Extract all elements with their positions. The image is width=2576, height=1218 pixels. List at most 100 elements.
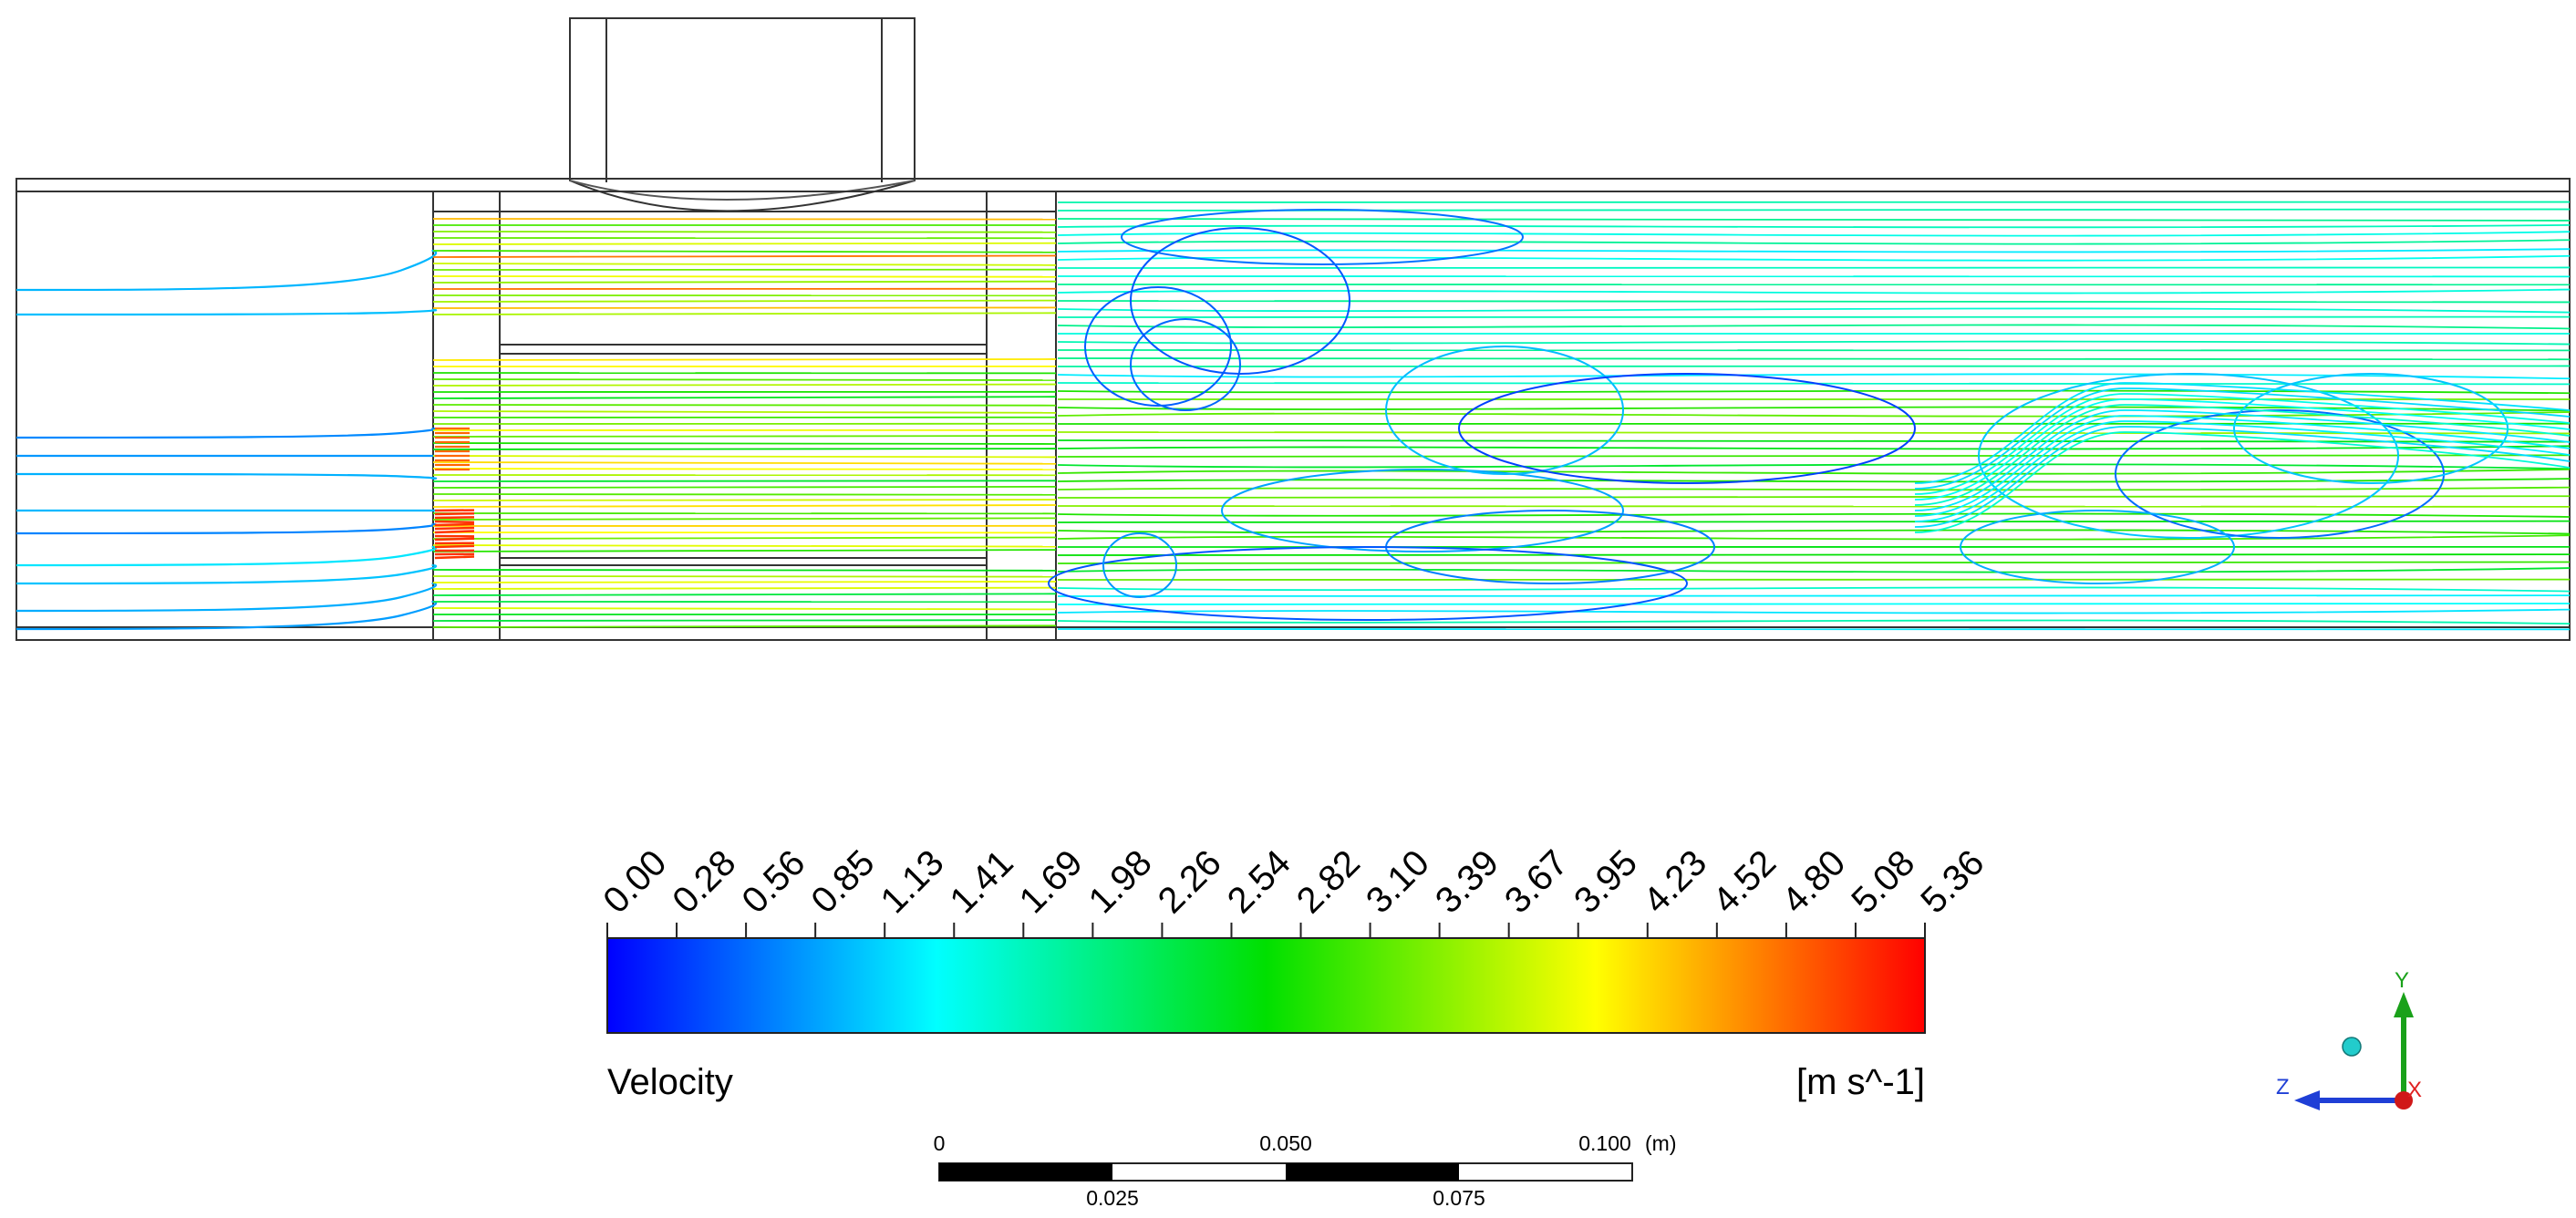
streamline xyxy=(1130,318,1242,411)
streamline xyxy=(1914,398,2571,501)
streamline xyxy=(16,563,438,585)
streamline xyxy=(1057,389,2571,395)
streamline xyxy=(1102,532,1178,598)
streamline xyxy=(1914,387,2571,490)
streamline xyxy=(1057,406,2571,412)
streamline xyxy=(432,455,1057,459)
streamline xyxy=(16,600,438,631)
streamline xyxy=(1057,307,2571,314)
scale-label-0100: 0.100 xyxy=(1578,1131,1631,1155)
streamline xyxy=(1057,561,2571,565)
streamline xyxy=(1978,373,2400,539)
streamline xyxy=(1057,463,2571,470)
z-axis-label: Z xyxy=(2276,1075,2290,1099)
streamline xyxy=(16,522,438,535)
legend-tick-label: 3.10 xyxy=(1359,842,1437,921)
colorbar xyxy=(606,937,1926,1034)
streamline xyxy=(1057,619,2571,625)
legend-tick-label: 0.85 xyxy=(803,842,882,921)
legend-variable-label: Velocity xyxy=(607,1062,733,1102)
streamline xyxy=(432,435,1057,438)
streamline xyxy=(1057,468,2571,475)
duct-geometry xyxy=(16,17,2571,641)
streamline xyxy=(1960,510,2236,584)
streamline xyxy=(432,544,1057,548)
streamline xyxy=(432,499,1057,501)
streamline xyxy=(432,624,1057,628)
streamline xyxy=(432,442,1057,445)
streamline xyxy=(1057,248,2571,253)
legend-tick-labels: 0.000.280.560.851.131.411.691.982.262.54… xyxy=(595,842,1991,938)
streamline xyxy=(1057,478,2571,483)
streamline xyxy=(1057,534,2571,541)
streamline xyxy=(432,218,1057,221)
streamline xyxy=(432,536,1057,540)
legend-tick-label: 4.80 xyxy=(1774,842,1853,921)
streamline xyxy=(1057,608,2571,614)
streamline xyxy=(16,545,438,567)
streamline xyxy=(432,593,1057,596)
x-axis-dot-icon xyxy=(2395,1091,2413,1110)
streamline xyxy=(1914,404,2571,506)
legend-tick-label: 3.39 xyxy=(1428,842,1506,921)
streamline xyxy=(432,480,1057,482)
streamline xyxy=(1057,254,2571,262)
streamline xyxy=(1121,209,1525,265)
streamline xyxy=(1057,486,2571,491)
streamline xyxy=(434,537,475,542)
y-axis-arrow-icon xyxy=(2394,992,2414,1017)
streamline xyxy=(432,254,1057,258)
legend-tick-label: 4.23 xyxy=(1636,842,1714,921)
streamline xyxy=(1057,520,2571,524)
streamline xyxy=(1057,553,2571,557)
legend-tick-label: 2.54 xyxy=(1220,842,1298,921)
legend-tick-label: 0.28 xyxy=(665,842,743,921)
streamline xyxy=(1914,420,2571,522)
streamline xyxy=(432,517,1057,521)
streamline xyxy=(432,607,1057,611)
streamline xyxy=(1914,409,2571,511)
legend-tick-label: 1.41 xyxy=(943,842,1021,921)
streamline xyxy=(1084,286,1233,407)
streamline xyxy=(432,358,1057,361)
scale-label-0025: 0.025 xyxy=(1086,1186,1139,1210)
streamline xyxy=(432,396,1057,399)
streamline xyxy=(16,472,438,480)
view-center-icon xyxy=(2342,1037,2362,1057)
streamline xyxy=(432,263,1057,266)
streamline xyxy=(1057,217,2571,222)
streamline xyxy=(16,308,438,316)
streamline xyxy=(432,275,1057,278)
streamline xyxy=(1057,495,2571,500)
legend-tick-label: 1.98 xyxy=(1081,842,1160,921)
streamline xyxy=(1057,224,2571,229)
streamline xyxy=(1057,529,2571,535)
z-axis-arrow-icon xyxy=(2294,1090,2320,1110)
streamline xyxy=(1057,299,2571,304)
streamline xyxy=(16,249,438,292)
streamline xyxy=(432,250,1057,253)
scale-label-0: 0 xyxy=(934,1131,946,1155)
legend-tick-label: 2.82 xyxy=(1289,842,1368,921)
streamline xyxy=(432,581,1057,583)
streamline xyxy=(434,555,475,560)
streamline xyxy=(432,242,1057,245)
scale-bar: 0 0.050 0.100 (m) 0.025 0.075 xyxy=(934,1131,1677,1210)
streamline xyxy=(434,526,475,531)
streamline xyxy=(1057,445,2571,450)
streamline xyxy=(1057,340,2571,346)
streamline xyxy=(432,575,1057,578)
streamline xyxy=(1385,346,1625,475)
scale-label-0050: 0.050 xyxy=(1259,1131,1312,1155)
scale-unit: (m) xyxy=(1645,1131,1676,1155)
scale-label-0075: 0.075 xyxy=(1433,1186,1485,1210)
legend-tick-label: 5.08 xyxy=(1844,842,1922,921)
legend-tick-label: 5.36 xyxy=(1913,842,1991,921)
streamline xyxy=(434,520,475,524)
legend-tick-label: 2.26 xyxy=(1151,842,1229,921)
legend-tick-label: 1.13 xyxy=(873,842,951,921)
streamline xyxy=(1221,469,1625,552)
streamline xyxy=(1048,546,1689,621)
streamline xyxy=(1057,324,2571,330)
